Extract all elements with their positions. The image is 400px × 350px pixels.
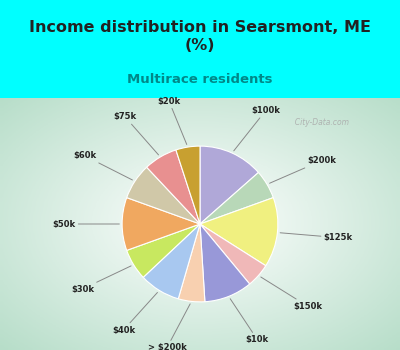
Text: $50k: $50k [52, 219, 119, 229]
Text: $40k: $40k [112, 293, 158, 335]
Text: $125k: $125k [280, 233, 353, 242]
Text: $75k: $75k [114, 112, 158, 155]
Wedge shape [178, 224, 205, 302]
Text: City-Data.com: City-Data.com [290, 118, 349, 127]
Text: > $200k: > $200k [148, 304, 190, 350]
Text: $60k: $60k [73, 151, 132, 180]
Wedge shape [200, 146, 258, 224]
Text: Multirace residents: Multirace residents [127, 73, 273, 86]
Wedge shape [127, 224, 200, 277]
Text: $100k: $100k [234, 106, 280, 151]
Wedge shape [200, 224, 266, 284]
Wedge shape [176, 146, 200, 224]
Text: $10k: $10k [230, 299, 269, 344]
Wedge shape [200, 173, 273, 224]
Text: $20k: $20k [158, 97, 187, 145]
Wedge shape [127, 167, 200, 224]
Text: $150k: $150k [261, 277, 322, 311]
Wedge shape [200, 224, 250, 302]
Wedge shape [143, 224, 200, 299]
Wedge shape [200, 198, 278, 266]
Text: $200k: $200k [270, 156, 336, 183]
Wedge shape [122, 198, 200, 250]
Text: Income distribution in Searsmont, ME
(%): Income distribution in Searsmont, ME (%) [29, 20, 371, 53]
Text: $30k: $30k [71, 266, 131, 294]
Wedge shape [147, 150, 200, 224]
